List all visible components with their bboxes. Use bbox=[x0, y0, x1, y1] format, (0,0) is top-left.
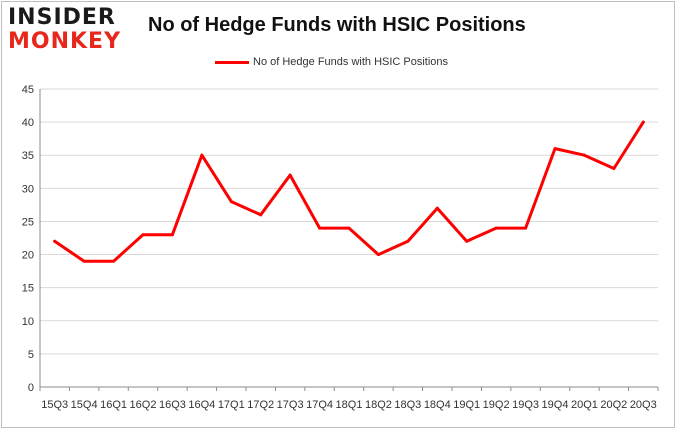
y-tick-label: 40 bbox=[22, 117, 34, 129]
data-point bbox=[200, 153, 204, 157]
y-tick-label: 35 bbox=[22, 150, 34, 162]
data-point bbox=[53, 239, 57, 243]
data-point bbox=[376, 253, 380, 257]
x-tick-label: 16Q4 bbox=[188, 399, 215, 411]
data-point bbox=[435, 206, 439, 210]
x-tick-label: 16Q3 bbox=[159, 399, 186, 411]
data-point bbox=[524, 226, 528, 230]
data-point bbox=[347, 226, 351, 230]
y-tick-label: 25 bbox=[22, 216, 34, 228]
y-tick-label: 30 bbox=[22, 183, 34, 195]
x-tick-label: 20Q1 bbox=[571, 399, 598, 411]
x-tick-label: 15Q4 bbox=[71, 399, 98, 411]
data-point bbox=[318, 226, 322, 230]
data-point bbox=[170, 233, 174, 237]
logo-line-1: INSIDER bbox=[8, 5, 116, 30]
y-tick-label: 0 bbox=[28, 382, 34, 394]
x-tick-label: 17Q3 bbox=[277, 399, 304, 411]
data-point bbox=[82, 259, 86, 263]
x-tick-label: 19Q1 bbox=[453, 399, 480, 411]
x-tick-label: 16Q1 bbox=[100, 399, 127, 411]
x-tick-label: 19Q4 bbox=[542, 399, 569, 411]
x-tick-label: 18Q3 bbox=[394, 399, 421, 411]
data-point bbox=[553, 147, 557, 151]
x-tick-label: 15Q3 bbox=[41, 399, 68, 411]
logo-line-2: MONKEY bbox=[8, 29, 122, 54]
data-point bbox=[494, 226, 498, 230]
series-line-0 bbox=[53, 120, 645, 263]
y-tick-label: 10 bbox=[22, 316, 34, 328]
data-point bbox=[141, 233, 145, 237]
x-tick-label: 18Q2 bbox=[365, 399, 392, 411]
y-tick-label: 15 bbox=[22, 283, 34, 295]
legend: No of Hedge Funds with HSIC Positions bbox=[215, 54, 448, 70]
y-tick-label: 45 bbox=[22, 84, 34, 96]
y-tick-label: 5 bbox=[28, 349, 34, 361]
y-tick-label: 20 bbox=[22, 250, 34, 262]
x-tick-label: 17Q1 bbox=[218, 399, 245, 411]
data-point bbox=[112, 259, 116, 263]
x-tick-label: 20Q2 bbox=[600, 399, 627, 411]
x-tick-label: 20Q3 bbox=[630, 399, 657, 411]
data-point bbox=[406, 239, 410, 243]
chart-title: No of Hedge Funds with HSIC Positions bbox=[148, 14, 526, 36]
data-point bbox=[582, 153, 586, 157]
x-tick-label: 16Q2 bbox=[130, 399, 157, 411]
data-point bbox=[288, 173, 292, 177]
x-tick-label: 17Q2 bbox=[247, 399, 274, 411]
x-tick-label: 18Q4 bbox=[424, 399, 451, 411]
x-tick-label: 17Q4 bbox=[306, 399, 333, 411]
data-point bbox=[465, 239, 469, 243]
x-tick-label: 18Q1 bbox=[336, 399, 363, 411]
legend-label: No of Hedge Funds with HSIC Positions bbox=[253, 56, 449, 68]
insider-monkey-logo: INSIDER MONKEY bbox=[8, 6, 128, 56]
x-tick-label: 19Q3 bbox=[512, 399, 539, 411]
data-point bbox=[641, 120, 645, 124]
data-point bbox=[259, 213, 263, 217]
data-point bbox=[612, 166, 616, 170]
data-point bbox=[229, 200, 233, 204]
legend-swatch bbox=[215, 60, 249, 64]
x-tick-label: 19Q2 bbox=[483, 399, 510, 411]
